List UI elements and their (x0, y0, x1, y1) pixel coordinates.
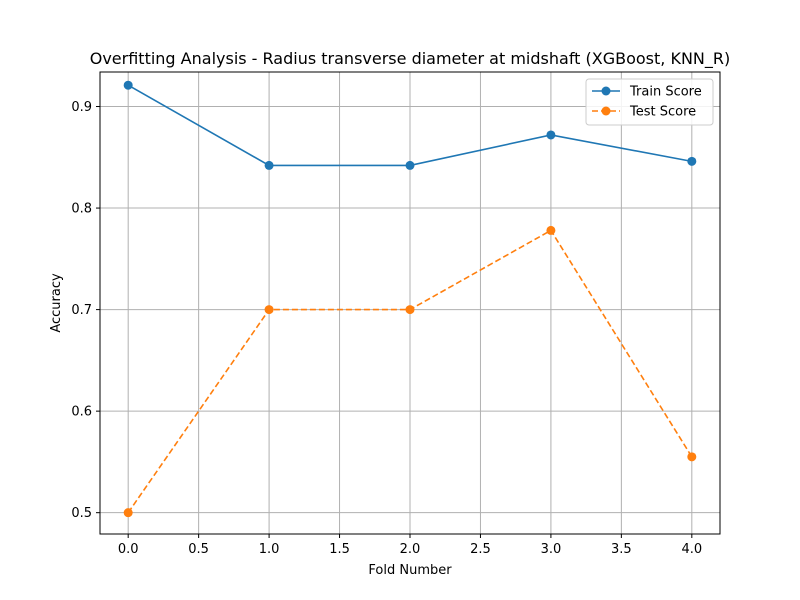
x-tick-label: 4.0 (681, 542, 702, 557)
x-axis-label: Fold Number (368, 563, 452, 578)
axis-ticks: 0.0 0.5 1.0 1.5 2.0 2.5 3.0 3.5 4.0 0.5 0.6 0.7 0.8 0… (71, 100, 702, 557)
y-tick-label: 0.8 (71, 202, 92, 217)
y-axis-label: Accuracy (49, 273, 64, 333)
legend-marker-test (601, 106, 611, 116)
y-tick-label: 0.9 (71, 100, 92, 115)
data-point-train (687, 156, 697, 166)
data-point-train (123, 80, 133, 90)
x-tick-label: 1.5 (329, 542, 350, 557)
chart-title: Overfitting Analysis - Radius transverse… (90, 49, 731, 69)
y-tick-label: 0.5 (71, 506, 92, 521)
x-tick-label: 3.0 (541, 542, 562, 557)
data-point-train (264, 160, 274, 170)
grid (100, 72, 720, 534)
plot-area (123, 80, 697, 518)
x-tick-label: 2.0 (400, 542, 421, 557)
x-tick-label: 1.0 (259, 542, 280, 557)
y-tick-label: 0.7 (71, 303, 92, 318)
x-tick-label: 2.5 (470, 542, 491, 557)
data-point-train (546, 130, 556, 140)
x-tick-label: 0.0 (118, 542, 139, 557)
data-point-test (123, 508, 133, 518)
x-tick-label: 3.5 (611, 542, 632, 557)
legend-label-test: Test Score (629, 105, 696, 120)
data-point-test (264, 305, 274, 315)
x-tick-label: 0.5 (188, 542, 209, 557)
legend-marker-train (601, 86, 611, 96)
data-point-test (405, 305, 415, 315)
legend: Train Score Test Score (585, 78, 714, 126)
data-point-test (687, 452, 697, 462)
legend-label-train: Train Score (629, 85, 702, 100)
data-point-train (405, 160, 415, 170)
y-tick-label: 0.6 (71, 405, 92, 420)
data-point-test (546, 225, 556, 235)
